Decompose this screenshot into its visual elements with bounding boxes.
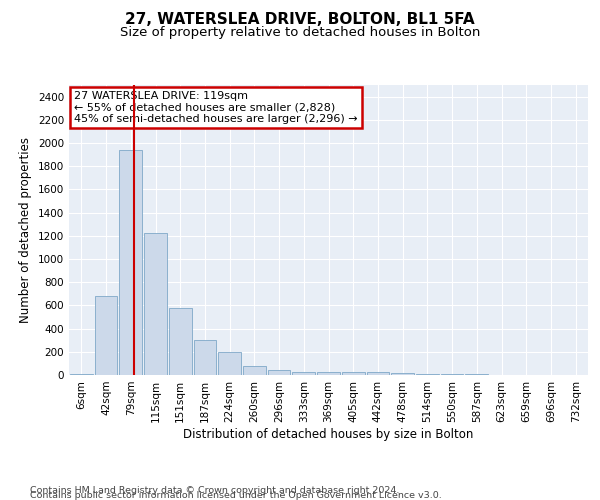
Bar — [367, 372, 389, 375]
Bar — [119, 150, 142, 375]
Bar — [169, 308, 191, 375]
Bar — [292, 372, 315, 375]
Text: 27, WATERSLEA DRIVE, BOLTON, BL1 5FA: 27, WATERSLEA DRIVE, BOLTON, BL1 5FA — [125, 12, 475, 28]
Bar — [466, 374, 488, 375]
X-axis label: Distribution of detached houses by size in Bolton: Distribution of detached houses by size … — [184, 428, 473, 440]
Bar — [144, 234, 167, 375]
Bar — [95, 296, 118, 375]
Bar — [441, 374, 463, 375]
Y-axis label: Number of detached properties: Number of detached properties — [19, 137, 32, 323]
Text: 27 WATERSLEA DRIVE: 119sqm
← 55% of detached houses are smaller (2,828)
45% of s: 27 WATERSLEA DRIVE: 119sqm ← 55% of deta… — [74, 91, 358, 124]
Bar — [317, 372, 340, 375]
Text: Contains HM Land Registry data © Crown copyright and database right 2024.: Contains HM Land Registry data © Crown c… — [30, 486, 400, 495]
Bar — [391, 374, 414, 375]
Bar — [194, 340, 216, 375]
Bar — [70, 374, 93, 375]
Bar — [416, 374, 439, 375]
Bar — [243, 366, 266, 375]
Text: Size of property relative to detached houses in Bolton: Size of property relative to detached ho… — [120, 26, 480, 39]
Text: Contains public sector information licensed under the Open Government Licence v3: Contains public sector information licen… — [30, 491, 442, 500]
Bar — [268, 370, 290, 375]
Bar — [218, 352, 241, 375]
Bar — [342, 372, 365, 375]
